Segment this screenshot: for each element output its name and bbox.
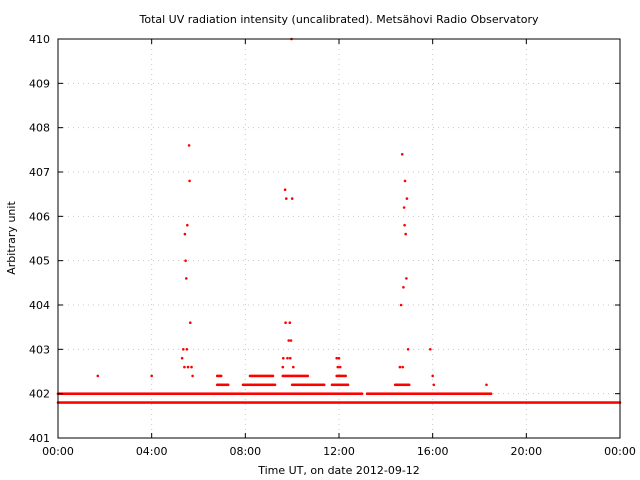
data-point <box>399 303 403 307</box>
data-point <box>180 356 184 360</box>
data-point <box>322 383 326 387</box>
data-point <box>337 356 341 360</box>
data-point <box>182 348 185 351</box>
data-point <box>402 206 406 209</box>
data-point <box>283 188 287 191</box>
axis-ticks <box>57 38 621 439</box>
x-tick-label: 08:00 <box>229 445 261 458</box>
x-tick-label: 20:00 <box>510 445 542 458</box>
y-tick-label: 403 <box>29 343 50 356</box>
data-point <box>284 321 287 325</box>
data-point <box>431 374 435 378</box>
data-point <box>188 179 191 183</box>
data-point <box>184 259 187 263</box>
grid-lines <box>58 39 620 438</box>
data-point <box>281 365 285 369</box>
data-point <box>219 374 223 378</box>
data-point <box>432 383 436 387</box>
y-tick-label: 410 <box>29 33 50 46</box>
x-tick-label: 16:00 <box>417 445 449 458</box>
data-point <box>344 374 348 378</box>
data-point <box>186 365 190 369</box>
data-point <box>191 374 194 378</box>
data-point <box>273 383 277 387</box>
data-point <box>183 232 187 236</box>
data-point <box>405 197 409 200</box>
data-point <box>292 365 295 369</box>
data-point <box>290 197 294 200</box>
x-tick-labels: 00:00 04:00 08:00 12:00 16:00 20:00 00:00 <box>42 445 636 458</box>
data-point <box>403 223 406 227</box>
data-point <box>282 356 285 360</box>
data-point <box>289 339 293 342</box>
data-point <box>289 356 292 360</box>
data-point <box>405 277 408 280</box>
data-point <box>185 348 189 351</box>
data-point <box>183 365 186 369</box>
data-point <box>485 383 488 387</box>
data-point <box>189 321 192 325</box>
plot-frame <box>57 38 621 439</box>
data-point <box>404 232 408 236</box>
data-point <box>187 144 191 147</box>
data-point <box>150 374 153 378</box>
data-point <box>360 392 364 396</box>
x-tick-label: 12:00 <box>323 445 355 458</box>
y-tick-label: 405 <box>29 255 50 268</box>
y-axis-label: Arbitrary unit <box>5 201 18 275</box>
data-point <box>406 348 410 351</box>
y-tick-label: 408 <box>29 122 50 135</box>
data-point <box>402 286 405 289</box>
data-point <box>185 277 188 280</box>
data-point <box>96 374 100 378</box>
chart-title: Total UV radiation intensity (uncalibrat… <box>139 13 539 26</box>
data-point <box>429 348 432 351</box>
data-point <box>489 392 493 396</box>
data-point <box>271 374 275 378</box>
y-tick-label: 404 <box>29 299 50 312</box>
data-point <box>338 365 342 369</box>
y-tick-label: 406 <box>29 210 50 223</box>
data-point <box>398 365 402 369</box>
y-tick-label: 402 <box>29 388 50 401</box>
data-point <box>401 365 405 369</box>
x-axis-label: Time UT, on date 2012-09-12 <box>257 464 420 477</box>
data-point <box>288 321 292 325</box>
data-point <box>306 374 310 378</box>
data-point <box>407 383 411 387</box>
x-tick-label: 00:00 <box>604 445 636 458</box>
y-tick-label: 407 <box>29 166 50 179</box>
x-tick-label: 00:00 <box>42 445 74 458</box>
data-point <box>335 356 339 360</box>
data-points <box>56 37 622 404</box>
y-tick-label: 409 <box>29 77 50 90</box>
data-point <box>190 365 193 369</box>
data-point <box>403 179 407 183</box>
data-point <box>286 356 289 360</box>
y-tick-label: 401 <box>29 432 50 445</box>
data-point <box>400 153 404 156</box>
x-tick-label: 04:00 <box>136 445 168 458</box>
y-tick-labels: 401 402 403 404 405 406 407 408 409 410 <box>29 33 50 445</box>
data-point <box>285 197 288 200</box>
data-point <box>346 383 350 387</box>
data-point <box>186 223 189 227</box>
data-point <box>226 383 230 387</box>
data-point <box>287 339 291 342</box>
data-point <box>336 365 340 369</box>
